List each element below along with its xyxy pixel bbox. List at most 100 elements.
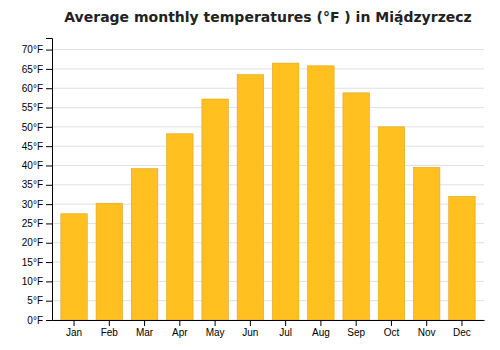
y-tick-label: 5°F: [27, 295, 43, 306]
y-tick: 40°F: [22, 160, 52, 171]
y-tick-label: 15°F: [22, 257, 43, 268]
x-tick-mark: [461, 320, 462, 326]
x-tick-label: Sep: [347, 327, 365, 338]
bar: [308, 66, 334, 320]
y-axis-line: [46, 39, 53, 321]
y-tick: 55°F: [22, 102, 52, 113]
x-tick-mark: [179, 320, 180, 326]
x-tick-mark: [74, 320, 75, 326]
x-tick-mark: [144, 320, 145, 326]
x-tick: Jun: [242, 320, 258, 338]
y-tick-label: 10°F: [22, 276, 43, 287]
x-tick-mark: [285, 320, 286, 326]
x-tick-label: Apr: [172, 327, 188, 338]
chart: 0°F 5°F 10°F 15°F 20°F 25°F 30°F 35°F 40°F 45°F 50…: [0, 0, 500, 350]
x-tick: Oct: [384, 320, 400, 338]
y-tick: 15°F: [22, 257, 52, 268]
y-tick-label: 65°F: [22, 64, 43, 75]
y-tick-mark: [46, 262, 52, 263]
x-tick: Aug: [312, 320, 330, 338]
y-tick-label: 45°F: [22, 141, 43, 152]
y-tick-mark: [46, 88, 52, 89]
x-axis-line: [53, 320, 485, 321]
grid-line: [52, 68, 484, 69]
y-tick: 60°F: [22, 83, 52, 94]
bar: [167, 134, 193, 320]
x-tick-label: Nov: [418, 327, 436, 338]
x-tick: Jul: [279, 320, 292, 338]
y-tick-label: 20°F: [22, 237, 43, 248]
y-tick: 20°F: [22, 237, 52, 248]
x-tick-mark: [250, 320, 251, 326]
grid-line: [52, 107, 484, 108]
y-tick-label: 40°F: [22, 160, 43, 171]
y-tick-label: 70°F: [22, 44, 43, 55]
y-tick-mark: [46, 281, 52, 282]
grid: [52, 50, 484, 320]
y-tick-mark: [46, 69, 52, 70]
y-tick-label: 35°F: [22, 179, 43, 190]
x-tick: Mar: [136, 320, 154, 338]
y-tick-mark: [46, 127, 52, 128]
x-tick: Jan: [66, 320, 82, 338]
y-tick-mark: [46, 223, 52, 224]
y-tick: 50°F: [22, 122, 52, 133]
y-axis: 0°F 5°F 10°F 15°F 20°F 25°F 30°F 35°F 40°F 45°F 50…: [22, 39, 53, 326]
plot-area: [61, 63, 475, 320]
bar: [272, 63, 298, 320]
bar: [96, 203, 122, 320]
x-tick-label: Jan: [66, 327, 82, 338]
x-tick: Sep: [347, 320, 365, 338]
y-tick-label: 60°F: [22, 83, 43, 94]
x-tick-mark: [109, 320, 110, 326]
y-tick-mark: [46, 243, 52, 244]
bar: [449, 196, 475, 320]
bar: [413, 167, 439, 320]
x-tick: Dec: [453, 320, 471, 338]
x-tick-label: Aug: [312, 327, 330, 338]
x-tick-label: Oct: [384, 327, 400, 338]
x-tick-mark: [426, 320, 427, 326]
y-tick-label: 50°F: [22, 122, 43, 133]
x-tick: Apr: [172, 320, 188, 338]
x-axis: Jan Feb Mar Apr May Jun Jul Aug Sep Oct Nov Dec: [53, 320, 485, 338]
bar: [378, 127, 404, 320]
x-tick-label: Jul: [279, 327, 292, 338]
x-tick: May: [206, 320, 225, 338]
x-tick-label: Dec: [453, 327, 471, 338]
y-tick: 45°F: [22, 141, 52, 152]
grid-line: [52, 126, 484, 127]
y-tick: 35°F: [22, 179, 52, 190]
x-tick-label: Mar: [136, 327, 154, 338]
y-tick-mark: [46, 50, 52, 51]
y-tick-label: 30°F: [22, 199, 43, 210]
x-tick-label: May: [206, 327, 225, 338]
y-tick-mark: [46, 185, 52, 186]
x-tick-label: Jun: [242, 327, 258, 338]
y-tick-mark: [46, 108, 52, 109]
y-tick: 70°F: [22, 44, 52, 55]
grid-line: [52, 165, 484, 166]
grid-line: [52, 49, 484, 50]
x-tick-label: Feb: [101, 327, 119, 338]
y-tick: 30°F: [22, 199, 52, 210]
y-tick-label: 55°F: [22, 102, 43, 113]
x-tick: Feb: [101, 320, 119, 338]
bar: [61, 214, 87, 320]
y-tick: 25°F: [22, 218, 52, 229]
y-tick-mark: [46, 146, 52, 147]
y-tick-mark: [46, 301, 52, 302]
grid-line: [52, 146, 484, 147]
bar: [343, 93, 369, 320]
x-tick-mark: [215, 320, 216, 326]
y-tick-label: 0°F: [27, 315, 43, 326]
y-tick: 5°F: [27, 295, 52, 306]
y-tick-mark: [46, 165, 52, 166]
y-tick: 0°F: [27, 315, 52, 326]
bar: [237, 75, 263, 320]
x-tick: Nov: [418, 320, 436, 338]
grid-line: [52, 88, 484, 89]
y-tick-label: 25°F: [22, 218, 43, 229]
y-tick: 65°F: [22, 64, 52, 75]
x-tick-mark: [320, 320, 321, 326]
